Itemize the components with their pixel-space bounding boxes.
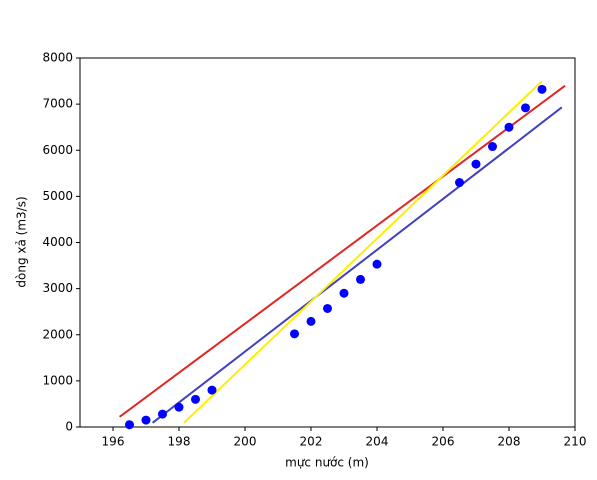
data-point bbox=[339, 288, 349, 298]
fit-line bbox=[151, 106, 563, 424]
data-point bbox=[141, 415, 151, 425]
y-tick-label: 8000 bbox=[42, 51, 73, 65]
data-point bbox=[323, 303, 332, 313]
y-tick-label: 4000 bbox=[42, 235, 73, 249]
fit-line bbox=[183, 80, 543, 424]
data-point bbox=[158, 409, 167, 419]
fit-line bbox=[119, 84, 566, 418]
x-tick-label: 200 bbox=[234, 435, 257, 449]
x-tick-label: 210 bbox=[564, 435, 587, 449]
x-tick-label: 208 bbox=[498, 435, 521, 449]
y-tick-label: 7000 bbox=[42, 97, 73, 111]
data-point bbox=[537, 84, 547, 94]
data-point bbox=[356, 274, 365, 284]
data-point bbox=[125, 420, 134, 430]
x-tick-label: 202 bbox=[300, 435, 323, 449]
x-tick-label: 206 bbox=[432, 435, 455, 449]
y-tick-label: 5000 bbox=[42, 189, 73, 203]
data-point bbox=[306, 316, 316, 326]
data-point bbox=[174, 402, 184, 412]
data-point bbox=[207, 385, 217, 395]
y-tick-label: 0 bbox=[65, 420, 73, 434]
y-tick-label: 3000 bbox=[42, 281, 73, 295]
x-tick-label: 196 bbox=[102, 435, 125, 449]
y-tick-label: 2000 bbox=[42, 327, 73, 341]
data-point bbox=[372, 259, 382, 269]
data-point bbox=[488, 142, 497, 152]
y-tick-label: 6000 bbox=[42, 143, 73, 157]
data-point bbox=[471, 159, 481, 169]
y-axis-label: dòng xả (m3/s) bbox=[15, 196, 29, 287]
data-point bbox=[455, 178, 464, 188]
x-tick-label: 204 bbox=[366, 435, 389, 449]
y-tick-label: 1000 bbox=[42, 373, 73, 387]
x-tick-label: 198 bbox=[168, 435, 191, 449]
data-point bbox=[521, 103, 530, 113]
data-point bbox=[504, 122, 514, 132]
plot-frame bbox=[79, 57, 576, 428]
data-point bbox=[191, 394, 200, 404]
data-point bbox=[290, 329, 299, 339]
x-axis-label: mực nước (m) bbox=[285, 456, 369, 470]
